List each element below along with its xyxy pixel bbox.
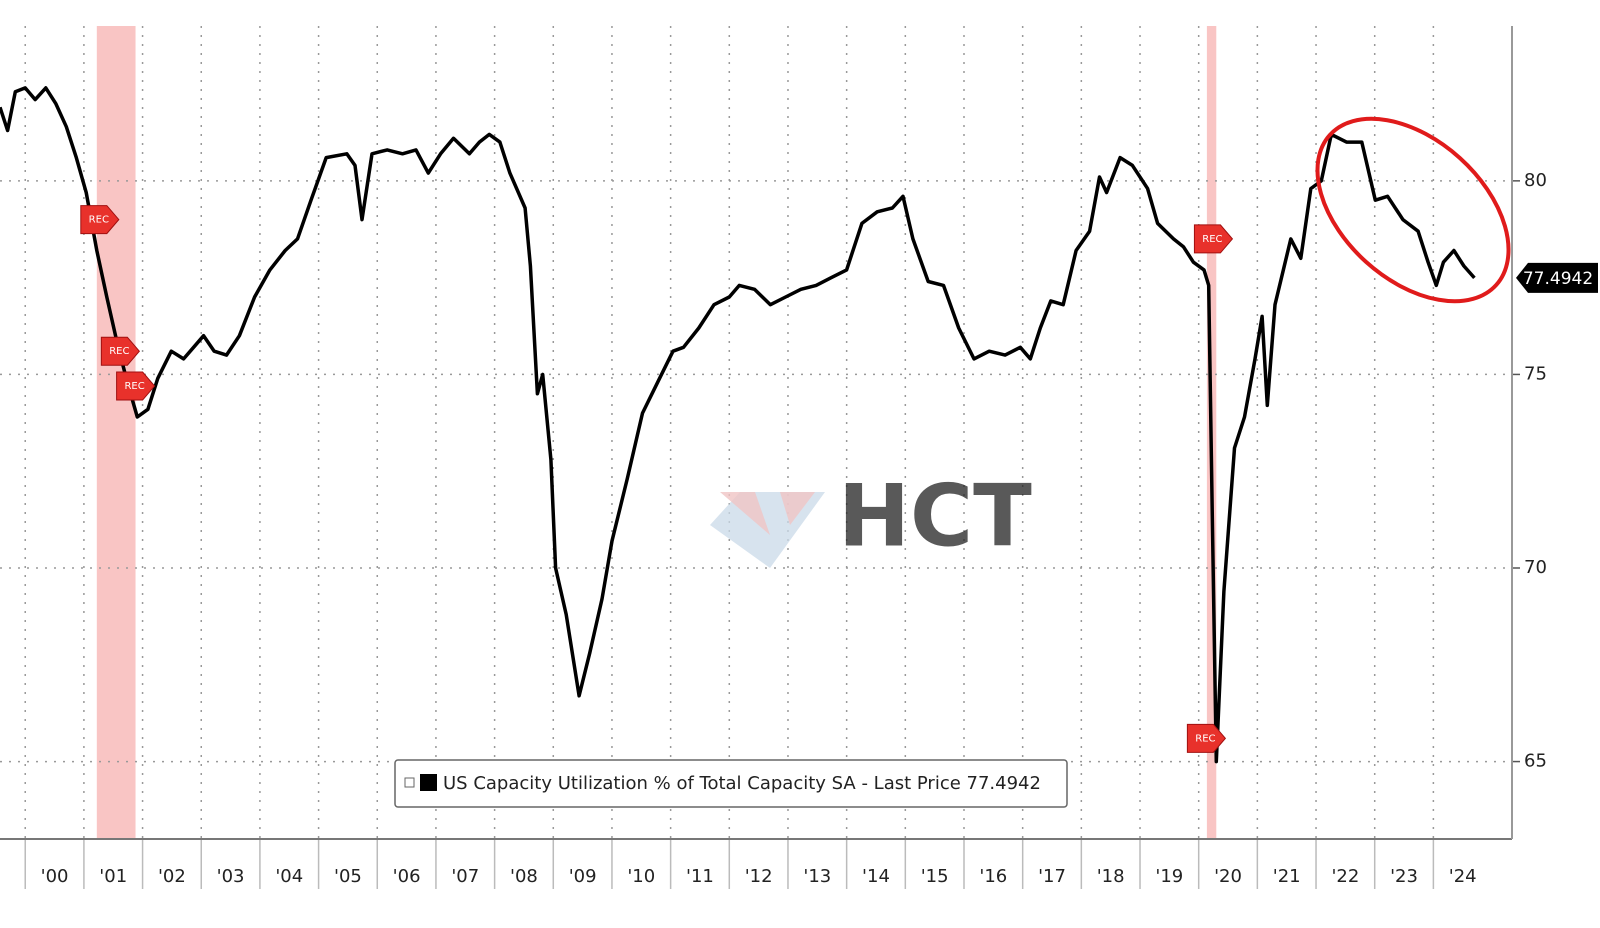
x-tick-label: '04: [275, 866, 303, 887]
highlight-ellipse: [1315, 116, 1511, 304]
x-tick-label: '09: [569, 866, 597, 887]
x-tick-label: '08: [510, 866, 538, 887]
x-tick-label: '14: [862, 866, 890, 887]
watermark-logo: [720, 492, 815, 535]
x-tick-label: '19: [1155, 866, 1183, 887]
last-price-tag: [1516, 262, 1598, 293]
y-tick-label: 80: [1524, 170, 1547, 191]
rec-marker-shape: [1186, 723, 1227, 753]
rec-marker: REC: [1186, 723, 1227, 753]
legend-swatch: [420, 774, 437, 791]
last-price-label: 77.4942: [1523, 269, 1593, 289]
legend: US Capacity Utilization % of Total Capac…: [394, 759, 1068, 808]
recession-band: [96, 26, 136, 839]
legend-toggle: [404, 777, 415, 788]
x-tick-label: '22: [1331, 866, 1359, 887]
rec-marker-shape: [116, 371, 156, 401]
rec-marker-label: REC: [124, 381, 144, 392]
rec-marker: REC: [1193, 224, 1234, 254]
x-tick-label: '11: [686, 866, 714, 887]
x-tick-label: '13: [803, 866, 831, 887]
x-tick-label: '20: [1214, 866, 1242, 887]
data-line: [0, 86, 1476, 764]
x-tick-label: '12: [745, 866, 773, 887]
rec-marker-label: REC: [1195, 733, 1215, 744]
legend-box: [394, 759, 1068, 808]
rec-marker-shape: [1193, 224, 1234, 254]
x-tick-label: '16: [979, 866, 1007, 887]
y-tick-label: 70: [1524, 557, 1547, 578]
x-tick-label: '18: [1097, 866, 1125, 887]
x-tick-label: '01: [99, 866, 127, 887]
x-tick-label: '03: [217, 866, 245, 887]
y-tick-label: 75: [1524, 363, 1547, 384]
rec-marker: REC: [116, 371, 156, 401]
x-tick-label: '24: [1449, 866, 1477, 887]
x-tick-label: '05: [334, 866, 362, 887]
x-tick-label: '00: [41, 866, 69, 887]
y-tick-label: 65: [1524, 751, 1547, 772]
legend-label: US Capacity Utilization % of Total Capac…: [443, 773, 1041, 794]
x-tick-label: '17: [1038, 866, 1066, 887]
rec-marker-label: REC: [89, 215, 109, 226]
rec-marker-shape: [100, 336, 141, 366]
x-tick-label: '02: [158, 866, 186, 887]
rec-marker-label: REC: [1202, 234, 1222, 245]
x-tick-label: '21: [1273, 866, 1301, 887]
rec-marker: REC: [80, 205, 120, 235]
rec-marker: REC: [100, 336, 141, 366]
x-tick-label: '23: [1390, 866, 1418, 887]
x-tick-label: '07: [451, 866, 479, 887]
x-tick-label: '06: [393, 866, 421, 887]
x-tick-label: '10: [627, 866, 655, 887]
rec-marker-shape: [80, 205, 120, 235]
x-tick-label: '15: [921, 866, 949, 887]
watermark-text: HCT: [838, 466, 1032, 566]
rec-marker-label: REC: [109, 346, 129, 357]
